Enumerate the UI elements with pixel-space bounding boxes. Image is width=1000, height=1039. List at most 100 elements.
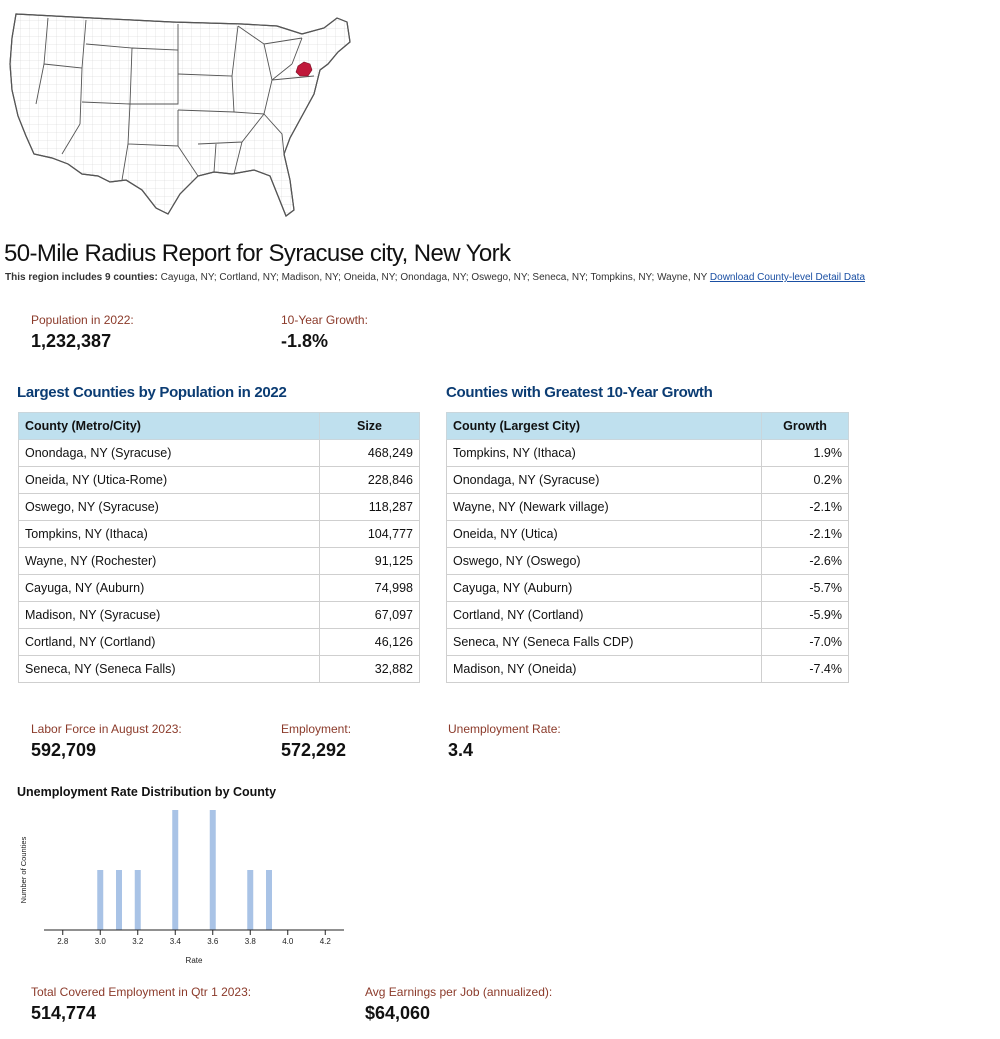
histogram-bar (247, 870, 254, 930)
population-value: 1,232,387 (31, 331, 112, 351)
value-cell: -7.0% (761, 628, 849, 656)
county-cell: Cayuga, NY (Auburn) (18, 574, 320, 602)
table-row: Oswego, NY (Syracuse) 118,287 (18, 493, 420, 521)
histogram-bar (266, 870, 272, 930)
x-tick-label: 3.0 (95, 937, 107, 946)
table-row: Tompkins, NY (Ithaca) 104,777 (18, 520, 420, 548)
county-cell: Oneida, NY (Utica-Rome) (18, 466, 320, 494)
county-cell: Wayne, NY (Rochester) (18, 547, 320, 575)
table-row: Cortland, NY (Cortland) -5.9% (446, 601, 849, 629)
value-cell: 228,846 (319, 466, 420, 494)
x-tick-label: 4.2 (320, 937, 332, 946)
county-cell: Oswego, NY (Syracuse) (18, 493, 320, 521)
us-map-icon (9, 13, 351, 217)
value-cell: 118,287 (319, 493, 420, 521)
unemployment-histogram: 2.8 3.0 3.2 3.4 3.6 3.8 4.0 4.2 Rate Number of Co… (19, 810, 344, 965)
region-description: This region includes 9 counties: Cayuga,… (5, 272, 865, 283)
county-cell: Cayuga, NY (Auburn) (446, 574, 762, 602)
employment-stat: Employment: 572,292 (281, 722, 351, 761)
table-row: Seneca, NY (Seneca Falls CDP) -7.0% (446, 628, 849, 656)
population-label: Population in 2022: (31, 313, 134, 327)
employment-value: 572,292 (281, 740, 347, 760)
value-cell: 67,097 (319, 601, 420, 629)
table-header-row: County (Metro/City) Size (18, 412, 420, 440)
largest-counties-title: Largest Counties by Population in 2022 (17, 384, 287, 401)
value-cell: -2.1% (761, 493, 849, 521)
value-cell: -5.9% (761, 601, 849, 629)
value-cell: 91,125 (319, 547, 420, 575)
download-county-data-link[interactable]: Download County-level Detail Data (709, 272, 865, 283)
county-cell: Madison, NY (Oneida) (446, 655, 762, 683)
column-header-county: County (Metro/City) (18, 412, 320, 440)
value-cell: 104,777 (319, 520, 420, 548)
state-borders (35, 17, 315, 181)
x-tick-label: 4.0 (282, 937, 294, 946)
county-cell: Oswego, NY (Oswego) (446, 547, 762, 575)
value-cell: -2.1% (761, 520, 849, 548)
avg-earnings-value: $64,060 (365, 1003, 431, 1023)
unemployment-stat: Unemployment Rate: 3.4 (448, 722, 561, 761)
avg-earnings-label: Avg Earnings per Job (annualized): (365, 985, 553, 999)
unemployment-label: Unemployment Rate: (448, 722, 561, 736)
table-row: Oneida, NY (Utica) -2.1% (446, 520, 849, 548)
covered-employment-label: Total Covered Employment in Qtr 1 2023: (31, 985, 252, 999)
table-row: Onondaga, NY (Syracuse) 468,249 (18, 439, 420, 467)
value-cell: 1.9% (761, 439, 849, 467)
table-row: Oswego, NY (Oswego) -2.6% (446, 547, 849, 575)
covered-employment-stat: Total Covered Employment in Qtr 1 2023: … (31, 985, 251, 1024)
table-row: Wayne, NY (Newark village) -2.1% (446, 493, 849, 521)
x-tick-label: 3.2 (132, 937, 144, 946)
labor-force-stat: Labor Force in August 2023: 592,709 (31, 722, 182, 761)
unemployment-value: 3.4 (448, 740, 474, 760)
table-row: Tompkins, NY (Ithaca) 1.9% (446, 439, 849, 467)
labor-force-value: 592,709 (31, 740, 97, 760)
county-cell: Cortland, NY (Cortland) (446, 601, 762, 629)
value-cell: 32,882 (319, 655, 420, 683)
x-tick-label: 3.4 (170, 937, 182, 946)
y-axis-label: Number of Counties (19, 836, 28, 903)
growth-counties-title: Counties with Greatest 10-Year Growth (446, 384, 713, 401)
county-cell: Cortland, NY (Cortland) (18, 628, 320, 656)
table-row: Seneca, NY (Seneca Falls) 32,882 (18, 655, 420, 683)
county-cell: Seneca, NY (Seneca Falls) (18, 655, 320, 683)
x-tick-label: 3.8 (245, 937, 257, 946)
value-cell: -2.6% (761, 547, 849, 575)
column-header-county: County (Largest City) (446, 412, 762, 440)
growth-label: 10-Year Growth: (281, 313, 368, 327)
table-row: Oneida, NY (Utica-Rome) 228,846 (18, 466, 420, 494)
county-cell: Tompkins, NY (Ithaca) (446, 439, 762, 467)
population-stat: Population in 2022: 1,232,387 (31, 313, 134, 352)
x-axis-label: Rate (186, 956, 203, 965)
county-cell: Onondaga, NY (Syracuse) (18, 439, 320, 467)
value-cell: 74,998 (319, 574, 420, 602)
table-header-row: County (Largest City) Growth (446, 412, 849, 440)
table-row: Cayuga, NY (Auburn) -5.7% (446, 574, 849, 602)
table-row: Madison, NY (Oneida) -7.4% (446, 655, 849, 683)
x-tick-label: 2.8 (57, 937, 69, 946)
value-cell: 46,126 (319, 628, 420, 656)
county-cell: Wayne, NY (Newark village) (446, 493, 762, 521)
labor-force-label: Labor Force in August 2023: (31, 722, 182, 736)
county-cell: Madison, NY (Syracuse) (18, 601, 320, 629)
value-cell: -7.4% (761, 655, 849, 683)
highlighted-region (295, 61, 313, 77)
growth-value: -1.8% (281, 331, 329, 351)
avg-earnings-stat: Avg Earnings per Job (annualized): $64,0… (365, 985, 552, 1024)
histogram-bar (134, 870, 141, 930)
page-title: 50-Mile Radius Report for Syracuse city,… (4, 240, 511, 267)
column-header-size: Size (319, 412, 420, 440)
column-header-growth: Growth (761, 412, 849, 440)
region-counties: Cayuga, NY; Cortland, NY; Madison, NY; O… (160, 272, 708, 283)
x-tick-label: 3.6 (207, 937, 219, 946)
table-row: Cayuga, NY (Auburn) 74,998 (18, 574, 420, 602)
county-cell: Onondaga, NY (Syracuse) (446, 466, 762, 494)
covered-employment-value: 514,774 (31, 1003, 97, 1023)
table-row: Onondaga, NY (Syracuse) 0.2% (446, 466, 849, 494)
histogram-bar (116, 870, 122, 930)
largest-counties-table: County (Metro/City) Size Onondaga, NY (S… (18, 412, 420, 683)
table-row: Wayne, NY (Rochester) 91,125 (18, 547, 420, 575)
value-cell: 0.2% (761, 466, 849, 494)
growth-stat: 10-Year Growth: -1.8% (281, 313, 368, 352)
county-cell: Seneca, NY (Seneca Falls CDP) (446, 628, 762, 656)
histogram-bar (97, 870, 104, 930)
